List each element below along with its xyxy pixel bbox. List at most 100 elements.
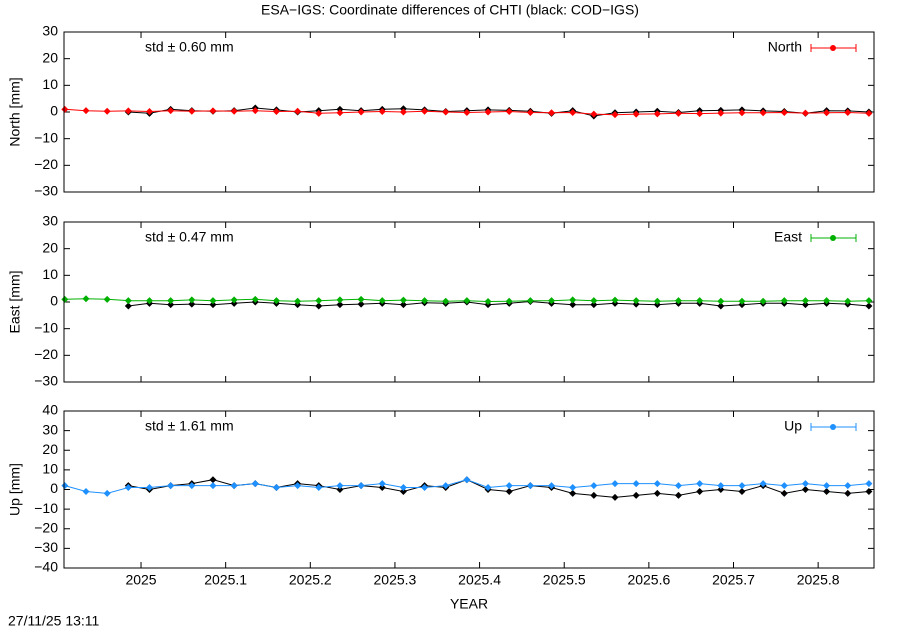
data-point: [82, 107, 90, 115]
timestamp: 27/11/25 13:11: [8, 613, 100, 629]
data-point: [378, 480, 386, 488]
data-point: [103, 107, 111, 115]
series-line: [128, 107, 869, 117]
y-tick-label: 40: [42, 402, 58, 418]
data-point: [738, 487, 746, 495]
data-point: [315, 484, 323, 492]
legend-label: North: [768, 39, 802, 55]
y-tick-label: −10: [34, 129, 58, 145]
data-point: [421, 107, 429, 115]
data-point: [188, 107, 196, 115]
data-point: [696, 110, 704, 118]
data-point: [463, 476, 471, 484]
data-point: [801, 297, 809, 305]
y-axis-label: East [mm]: [7, 270, 23, 333]
data-point: [442, 297, 450, 305]
data-point: [315, 302, 323, 310]
data-point: [357, 482, 365, 490]
annotation: std ± 0.47 mm: [145, 229, 234, 245]
legend-label: Up: [784, 418, 802, 434]
data-point: [209, 476, 217, 484]
y-tick-label: 20: [42, 441, 58, 457]
data-point: [463, 297, 471, 305]
legend-marker: [830, 235, 836, 241]
data-point: [336, 109, 344, 117]
data-point: [611, 296, 619, 304]
y-tick-label: 10: [42, 266, 58, 282]
y-tick-label: 20: [42, 49, 58, 65]
data-point: [336, 301, 344, 309]
plot-frame: [63, 221, 875, 383]
x-tick-label: 2025.4: [458, 572, 501, 588]
data-point: [674, 109, 682, 117]
data-point: [188, 482, 196, 490]
y-tick-label: −40: [34, 559, 58, 575]
data-point: [167, 482, 175, 490]
series-line: [128, 479, 869, 498]
data-point: [717, 109, 725, 117]
data-point: [399, 484, 407, 492]
annotation: std ± 1.61 mm: [145, 418, 234, 434]
x-tick-label: 2025.1: [204, 572, 247, 588]
plot-frame: [63, 410, 875, 569]
data-point: [611, 480, 619, 488]
data-point: [357, 300, 365, 308]
data-point: [696, 480, 704, 488]
data-point: [103, 489, 111, 497]
y-tick-label: 30: [42, 213, 58, 229]
data-point: [717, 486, 725, 493]
data-point: [759, 109, 767, 117]
data-point: [61, 105, 69, 113]
data-point: [399, 108, 407, 116]
panel: −30 −20 −10 0 10 20 30 North std ± 0.60 mm North …: [7, 23, 875, 199]
data-point: [209, 297, 217, 305]
y-tick-label: 20: [42, 239, 58, 255]
data-point: [124, 484, 132, 492]
data-point: [357, 108, 365, 116]
data-point: [844, 489, 852, 497]
data-point: [801, 480, 809, 488]
x-axis-label: YEAR: [450, 596, 488, 612]
panel: −40 −30 −20 −10 0 10 20 30 40 2025 2025.1 2025.2 202…: [7, 402, 875, 612]
data-point: [569, 484, 577, 492]
data-point: [548, 297, 556, 305]
x-tick-label: 2025.5: [543, 572, 586, 588]
data-point: [865, 487, 873, 495]
data-point: [357, 295, 365, 303]
data-point: [653, 110, 661, 118]
data-point: [505, 487, 513, 495]
data-point: [167, 107, 175, 115]
y-tick-label: 10: [42, 76, 58, 92]
data-point: [653, 489, 661, 497]
data-point: [548, 482, 556, 490]
data-point: [696, 487, 704, 495]
data-point: [569, 109, 577, 117]
data-point: [251, 480, 259, 488]
data-point: [865, 480, 873, 488]
data-point: [590, 301, 598, 309]
data-point: [653, 480, 661, 488]
data-point: [124, 297, 132, 305]
y-tick-label: 0: [50, 103, 58, 119]
data-point: [251, 295, 259, 303]
data-point: [674, 491, 682, 499]
data-point: [463, 109, 471, 117]
data-point: [378, 484, 386, 492]
data-point: [484, 297, 492, 305]
y-tick-label: −20: [34, 519, 58, 535]
data-point: [230, 296, 238, 304]
data-point: [294, 482, 302, 490]
data-point: [399, 296, 407, 304]
data-point: [167, 297, 175, 305]
data-point: [632, 480, 640, 488]
y-tick-label: −10: [34, 500, 58, 516]
y-tick-label: 0: [50, 480, 58, 496]
data-point: [145, 297, 153, 305]
data-point: [569, 489, 577, 497]
data-point: [209, 482, 217, 490]
data-point: [315, 109, 323, 117]
data-point: [526, 482, 534, 490]
data-point: [590, 491, 598, 499]
y-tick-label: 10: [42, 461, 58, 477]
